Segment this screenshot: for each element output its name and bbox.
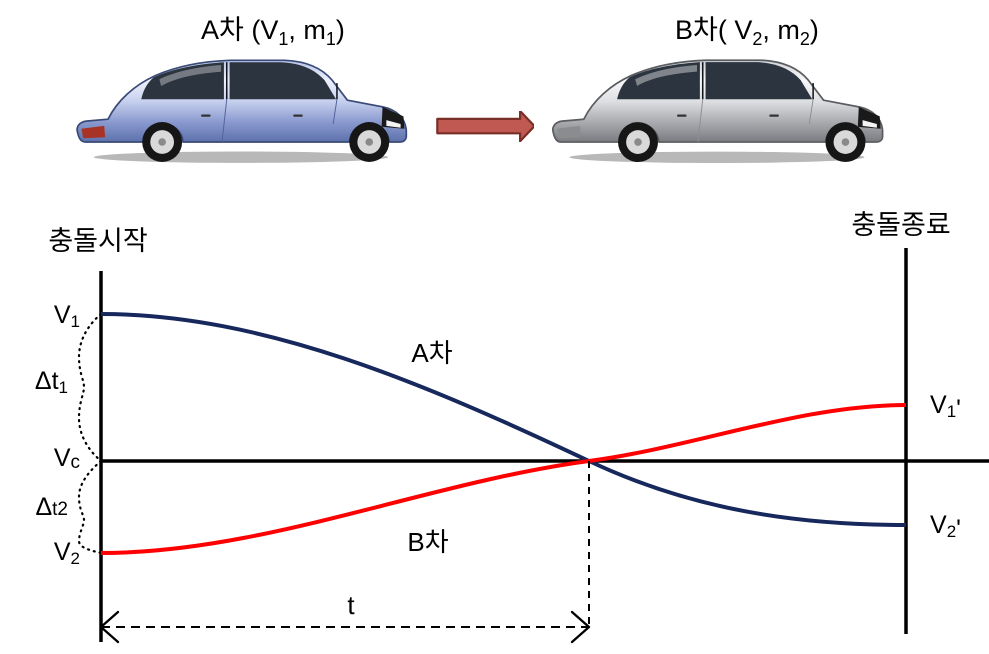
svg-text:V2: V2: [54, 538, 80, 568]
svg-text:Δt1: Δt1: [35, 367, 68, 397]
svg-text:V1: V1: [54, 301, 80, 331]
svg-text:Vc: Vc: [54, 444, 80, 473]
svg-text:Δt2: Δt2: [35, 493, 68, 521]
svg-text:충돌종료: 충돌종료: [851, 210, 950, 240]
svg-text:V1': V1': [930, 391, 961, 423]
svg-text:t: t: [347, 590, 355, 620]
svg-text:B차: B차: [407, 527, 448, 557]
svg-text:A차: A차: [411, 338, 452, 368]
svg-text:충돌시작: 충돌시작: [48, 226, 147, 256]
svg-text:V2': V2': [930, 511, 961, 543]
